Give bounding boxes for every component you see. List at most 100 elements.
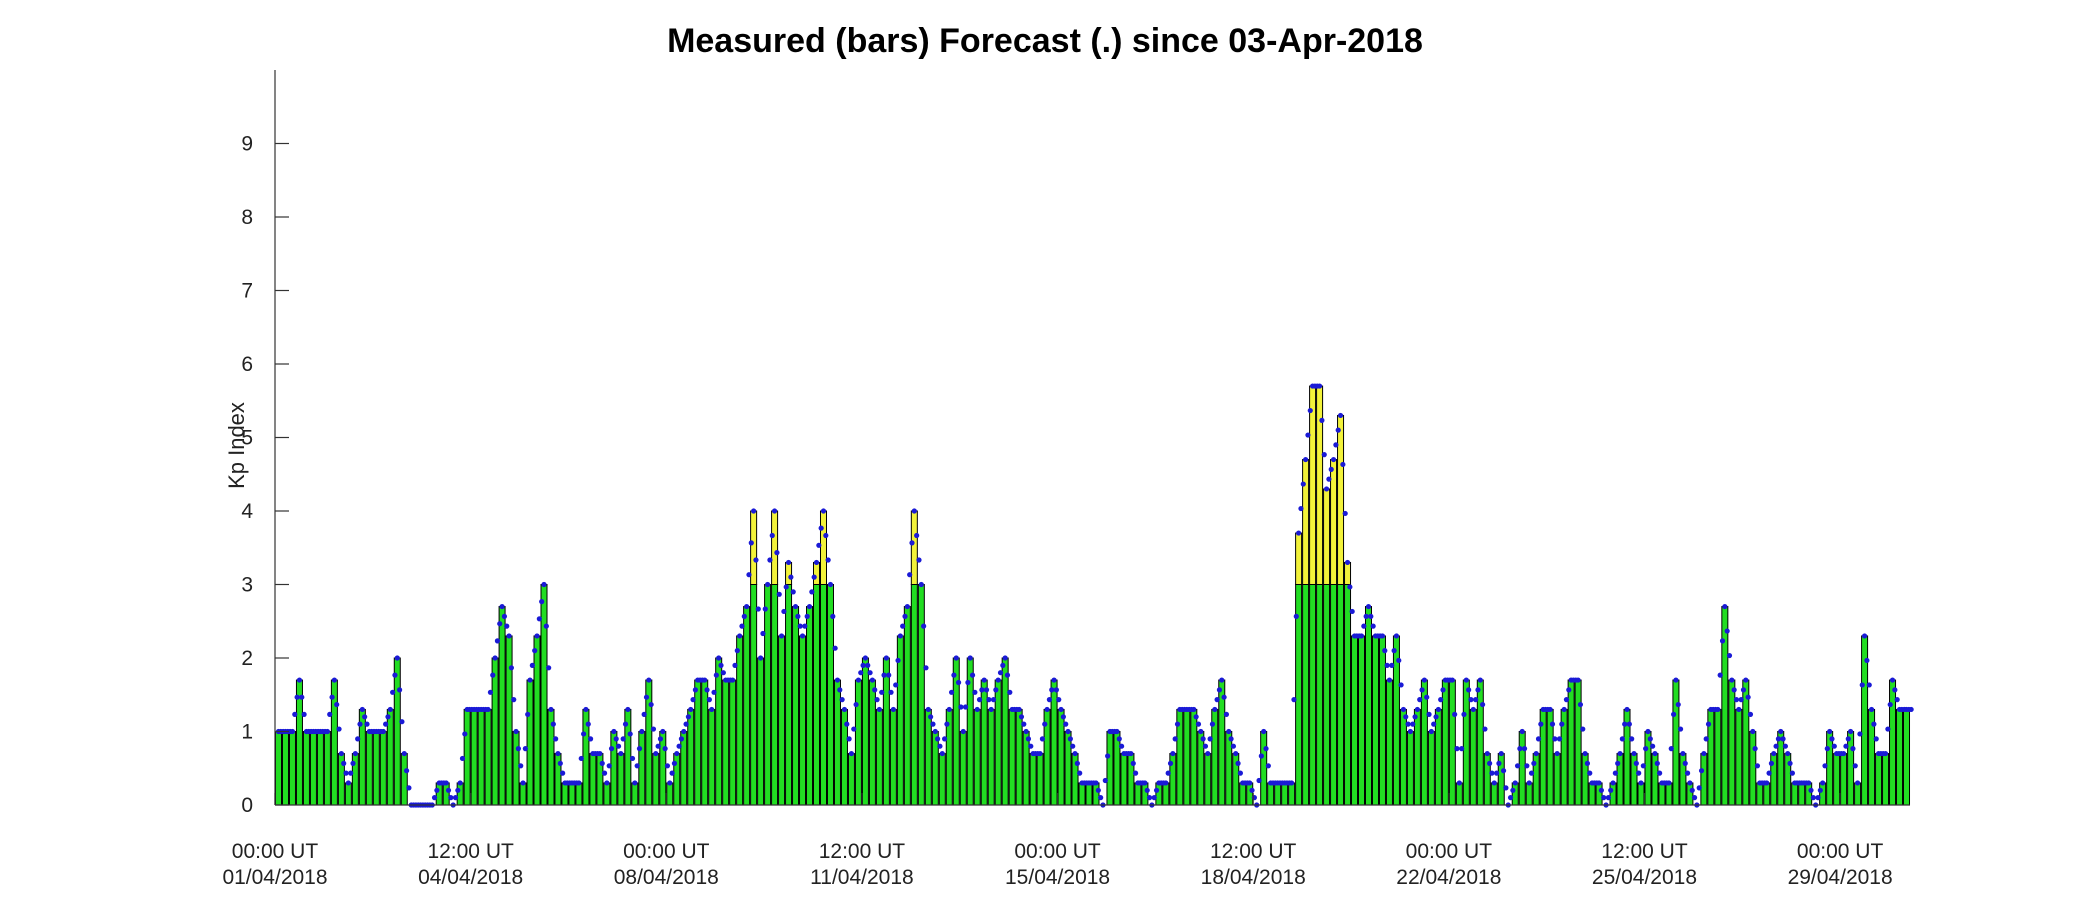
forecast-point: [730, 677, 736, 683]
forecast-point: [706, 697, 712, 703]
forecast-point: [716, 655, 722, 661]
chart-title: Measured (bars) Forecast (.) since 03-Ap…: [667, 22, 1423, 60]
forecast-point: [1216, 687, 1223, 693]
forecast-point: [599, 760, 605, 766]
kp-bar: [323, 731, 331, 806]
kp-bar: [882, 657, 890, 806]
kp-bar-storm: [785, 561, 793, 586]
forecast-point: [942, 736, 948, 742]
kp-bar: [302, 731, 310, 806]
forecast-point: [1433, 714, 1439, 720]
kp-bar: [617, 753, 625, 806]
forecast-point: [620, 736, 626, 742]
forecast-point: [983, 687, 990, 693]
forecast-point: [553, 736, 559, 742]
forecast-point: [1531, 760, 1537, 766]
forecast-point: [1230, 743, 1237, 749]
forecast-point: [504, 623, 510, 629]
forecast-point: [925, 706, 931, 713]
x-tick-label-time: 12:00 UT: [1601, 840, 1688, 863]
forecast-point: [1368, 613, 1374, 619]
forecast-point: [928, 714, 934, 720]
forecast-point: [608, 746, 615, 752]
forecast-point: [431, 795, 438, 801]
forecast-point: [1300, 481, 1306, 487]
forecast-point: [1843, 743, 1849, 749]
kp-bar: [526, 679, 534, 806]
forecast-point: [1491, 780, 1497, 786]
forecast-point: [960, 728, 966, 735]
kp-bar: [288, 731, 296, 806]
forecast-point: [1575, 677, 1581, 683]
forecast-point: [1584, 760, 1591, 766]
forecast-point: [907, 572, 913, 578]
forecast-point: [585, 721, 591, 727]
kp-bar: [1036, 753, 1044, 806]
kp-bar: [1162, 782, 1170, 806]
kp-bar: [477, 708, 485, 806]
kp-bar: [708, 708, 716, 806]
forecast-point: [753, 557, 759, 563]
kp-bar: [274, 731, 282, 806]
forecast-point: [1454, 746, 1460, 752]
forecast-point: [886, 672, 892, 678]
forecast-point: [685, 714, 692, 720]
forecast-point: [1102, 777, 1108, 784]
forecast-point: [1510, 787, 1516, 793]
kp-bar: [938, 753, 946, 806]
forecast-point: [718, 662, 724, 668]
kp-bar: [1050, 679, 1058, 806]
kp-bar: [1330, 584, 1338, 806]
forecast-point: [762, 606, 768, 612]
kp-bar: [1574, 679, 1582, 806]
forecast-point: [1724, 628, 1730, 634]
kp-bar: [498, 606, 506, 806]
forecast-point: [1861, 633, 1868, 639]
forecast-point: [1449, 677, 1455, 683]
forecast-point: [1848, 728, 1854, 735]
kp-bar-storm: [1302, 459, 1310, 585]
forecast-point: [1410, 721, 1416, 727]
forecast-point: [1503, 785, 1509, 791]
forecast-point: [1766, 770, 1772, 776]
kp-bar: [309, 731, 317, 806]
forecast-point: [399, 719, 405, 725]
kp-bar: [456, 782, 464, 806]
forecast-point: [711, 689, 717, 695]
forecast-point: [1829, 736, 1835, 742]
kp-bar: [1225, 731, 1233, 806]
forecast-point: [1736, 706, 1742, 713]
forecast-point: [494, 638, 501, 644]
forecast-point: [1340, 461, 1346, 468]
forecast-point: [352, 750, 358, 757]
forecast-point: [1810, 795, 1816, 801]
forecast-point: [1074, 760, 1080, 766]
forecast-point: [1726, 652, 1733, 659]
kp-bar: [442, 782, 450, 806]
kp-bar: [1728, 679, 1736, 806]
forecast-point: [893, 682, 899, 688]
forecast-point: [1722, 603, 1728, 610]
forecast-point: [1468, 697, 1474, 703]
forecast-point: [1703, 736, 1709, 742]
forecast-point: [1316, 383, 1323, 389]
forecast-point: [1044, 706, 1050, 713]
forecast-point: [1002, 655, 1008, 661]
forecast-point: [1028, 743, 1034, 749]
forecast-point: [811, 574, 817, 580]
forecast-point: [1386, 677, 1393, 683]
forecast-point: [974, 706, 980, 713]
forecast-point: [1000, 662, 1006, 668]
forecast-point: [1004, 672, 1011, 678]
y-tick-label: 7: [241, 280, 253, 303]
forecast-point: [1398, 682, 1404, 688]
forecast-point: [1768, 760, 1775, 766]
forecast-point: [1263, 746, 1269, 752]
y-tick-label: 6: [241, 353, 253, 376]
forecast-point: [1480, 701, 1486, 708]
kp-bar: [1022, 731, 1030, 806]
forecast-point: [916, 557, 922, 563]
kp-bar: [771, 584, 779, 806]
kp-bar: [1106, 731, 1114, 806]
forecast-point: [406, 785, 412, 791]
